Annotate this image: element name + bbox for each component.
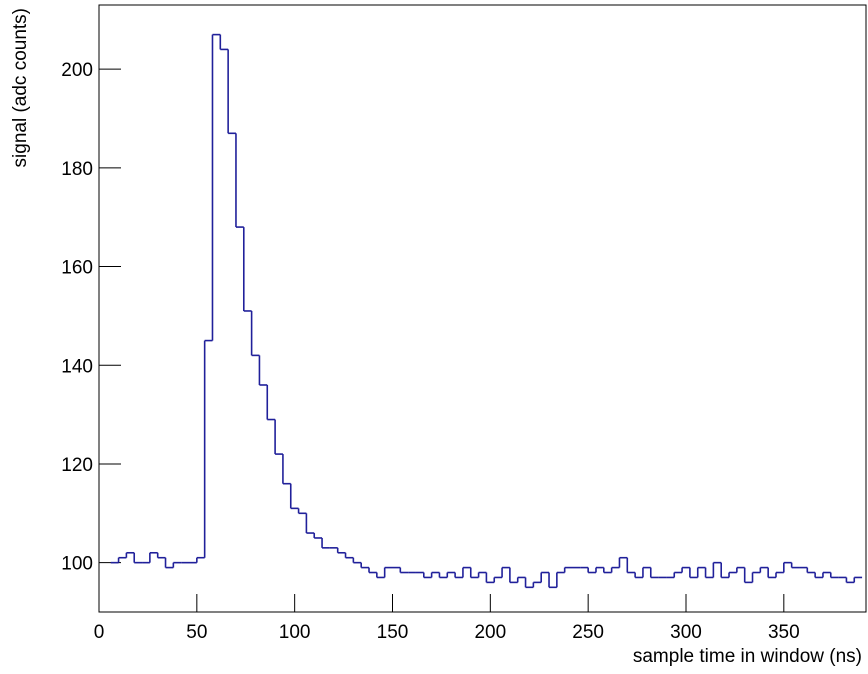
y-tick-label: 160 — [61, 258, 93, 279]
y-tick-label: 120 — [61, 455, 93, 476]
plot-frame — [98, 4, 867, 613]
y-tick-label: 100 — [61, 554, 93, 575]
x-tick-label: 250 — [572, 622, 604, 643]
x-tick-label: 50 — [186, 622, 207, 643]
y-tick-label: 180 — [61, 159, 93, 180]
x-tick-label: 350 — [768, 622, 800, 643]
x-tick-label: 300 — [670, 622, 702, 643]
y-axis-label: signal (adc counts) — [10, 8, 31, 167]
x-axis-label: sample time in window (ns) — [633, 646, 862, 667]
x-tick-label: 100 — [279, 622, 311, 643]
y-tick-label: 140 — [61, 356, 93, 377]
x-tick-label: 150 — [377, 622, 409, 643]
x-tick-label: 0 — [94, 622, 105, 643]
x-tick-label: 200 — [474, 622, 506, 643]
y-tick-label: 200 — [61, 60, 93, 81]
